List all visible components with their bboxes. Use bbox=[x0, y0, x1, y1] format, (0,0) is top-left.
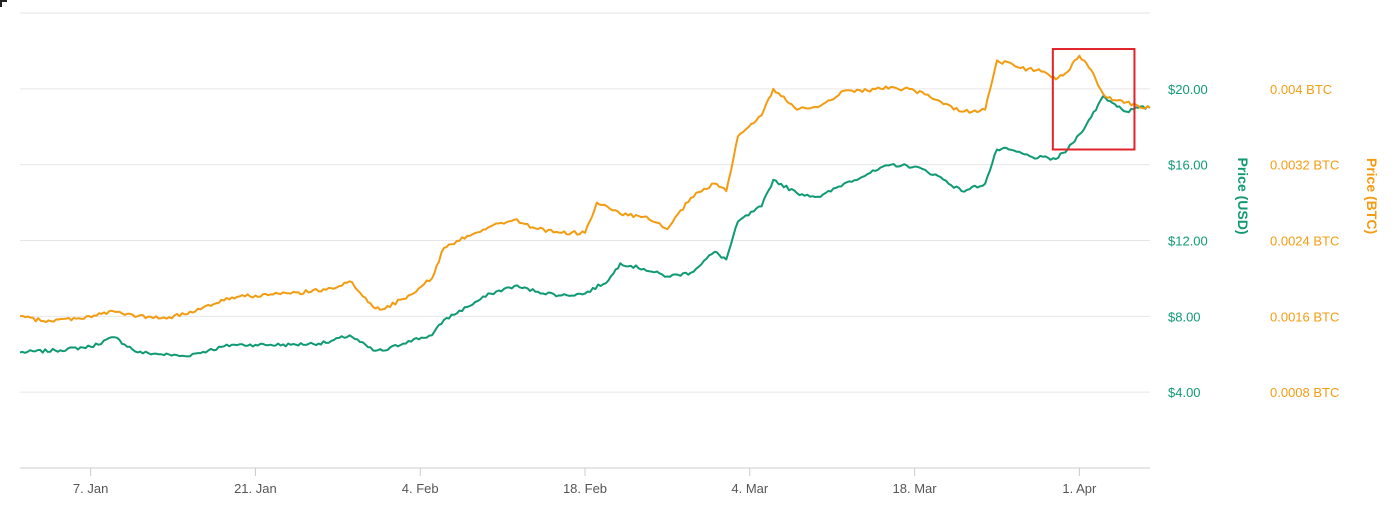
btc-tick-label-2: 0.0024 BTC bbox=[1270, 234, 1339, 249]
x-tick-label-2: 4. Feb bbox=[402, 481, 439, 496]
x-tick-label-1: 21. Jan bbox=[234, 481, 277, 496]
x-tick-label-5: 18. Mar bbox=[893, 481, 938, 496]
x-tick-label-6: 1. Apr bbox=[1062, 481, 1097, 496]
x-tick-label-3: 18. Feb bbox=[563, 481, 607, 496]
btc-tick-label-1: 0.0016 BTC bbox=[1270, 309, 1339, 324]
usd-tick-label-2: $12.00 bbox=[1168, 234, 1208, 249]
usd-axis-title: Price (USD) bbox=[1235, 157, 1251, 234]
usd-tick-label-3: $16.00 bbox=[1168, 158, 1208, 173]
btc-tick-label-0: 0.0008 BTC bbox=[1270, 385, 1339, 400]
btc-tick-label-3: 0.0032 BTC bbox=[1270, 158, 1339, 173]
series-line-btc bbox=[19, 54, 1151, 323]
usd-tick-label-0: $4.00 bbox=[1168, 385, 1201, 400]
x-tick-label-0: 7. Jan bbox=[73, 481, 108, 496]
usd-tick-label-1: $8.00 bbox=[1168, 309, 1201, 324]
highlight-box bbox=[1051, 48, 1136, 151]
usd-tick-label-4: $20.00 bbox=[1168, 82, 1208, 97]
btc-tick-label-4: 0.004 BTC bbox=[1270, 82, 1332, 97]
x-tick-label-4: 4. Mar bbox=[731, 481, 769, 496]
series-line-usd bbox=[19, 95, 1151, 358]
btc-axis-title: Price (BTC) bbox=[1364, 158, 1380, 234]
corner-mark bbox=[0, 0, 7, 7]
